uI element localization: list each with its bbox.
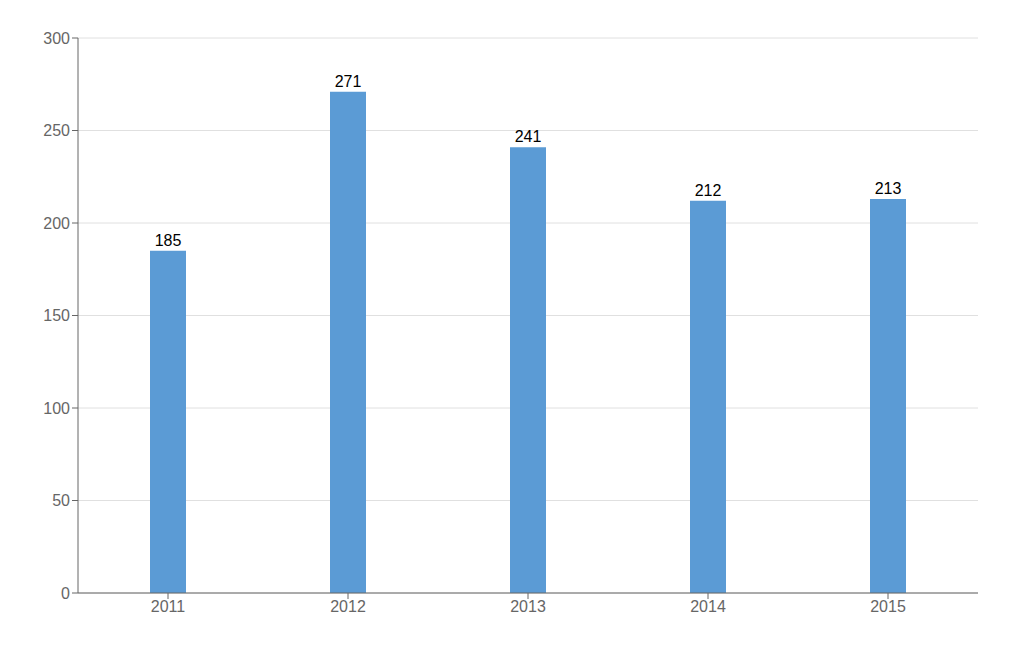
svg-text:200: 200 xyxy=(43,215,70,232)
svg-text:0: 0 xyxy=(61,585,70,602)
svg-text:50: 50 xyxy=(52,492,70,509)
svg-text:213: 213 xyxy=(875,180,902,197)
svg-text:2013: 2013 xyxy=(510,598,546,615)
svg-text:2011: 2011 xyxy=(151,598,186,615)
svg-text:2014: 2014 xyxy=(690,598,726,615)
svg-text:100: 100 xyxy=(43,400,70,417)
svg-text:250: 250 xyxy=(43,122,70,139)
svg-text:185: 185 xyxy=(155,232,182,249)
svg-text:241: 241 xyxy=(515,128,542,145)
svg-text:2015: 2015 xyxy=(870,598,906,615)
svg-text:300: 300 xyxy=(43,30,70,47)
svg-text:212: 212 xyxy=(695,182,722,199)
svg-text:2012: 2012 xyxy=(330,598,366,615)
svg-text:150: 150 xyxy=(43,307,70,324)
svg-text:271: 271 xyxy=(335,73,362,90)
